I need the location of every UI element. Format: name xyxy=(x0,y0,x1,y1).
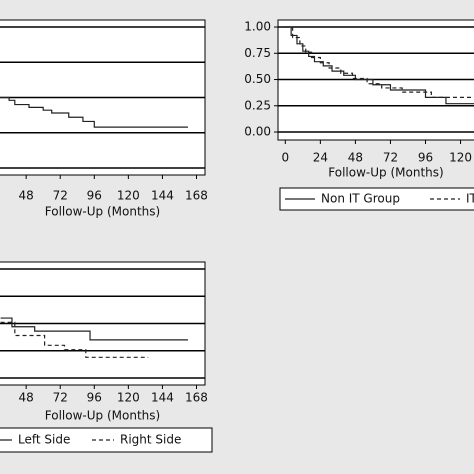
x-tick-label: 48 xyxy=(348,151,363,165)
y-tick-label: 0.50 xyxy=(244,72,271,86)
x-tick-label: 120 xyxy=(449,151,472,165)
legend-label: Left Side xyxy=(18,433,70,447)
x-axis-title: Follow-Up (Months) xyxy=(45,409,160,423)
survival-curve xyxy=(0,317,188,341)
x-tick-label: 144 xyxy=(151,189,174,203)
y-tick-label: 0.75 xyxy=(244,46,271,60)
x-tick-label: 48 xyxy=(19,391,34,405)
y-tick-label: 0.25 xyxy=(244,98,271,112)
y-tick-label: 1.00 xyxy=(244,20,271,34)
x-tick-label: 96 xyxy=(87,189,102,203)
x-tick-label: 96 xyxy=(418,151,433,165)
x-tick-label: 120 xyxy=(117,391,140,405)
x-tick-label: 48 xyxy=(19,189,34,203)
legend-label: IT xyxy=(466,192,474,206)
x-tick-label: 96 xyxy=(87,391,102,405)
legend-box xyxy=(279,187,474,211)
x-axis-title: Follow-Up (Months) xyxy=(45,205,160,219)
x-axis-title: Follow-Up (Months) xyxy=(328,166,443,180)
x-tick-label: 120 xyxy=(117,189,140,203)
x-tick-label: 72 xyxy=(53,189,68,203)
x-tick-label: 72 xyxy=(53,391,68,405)
x-tick-label: 24 xyxy=(313,151,328,165)
x-tick-label: 0 xyxy=(281,151,289,165)
x-tick-label: 168 xyxy=(185,189,208,203)
legend-label: Non IT Group xyxy=(321,192,400,206)
x-tick-label: 168 xyxy=(185,391,208,405)
x-tick-label: 72 xyxy=(383,151,398,165)
x-tick-label: 144 xyxy=(151,391,174,405)
legend-label: Right Side xyxy=(120,433,181,447)
survival-curve xyxy=(0,96,188,128)
y-tick-label: 0.00 xyxy=(244,125,271,139)
